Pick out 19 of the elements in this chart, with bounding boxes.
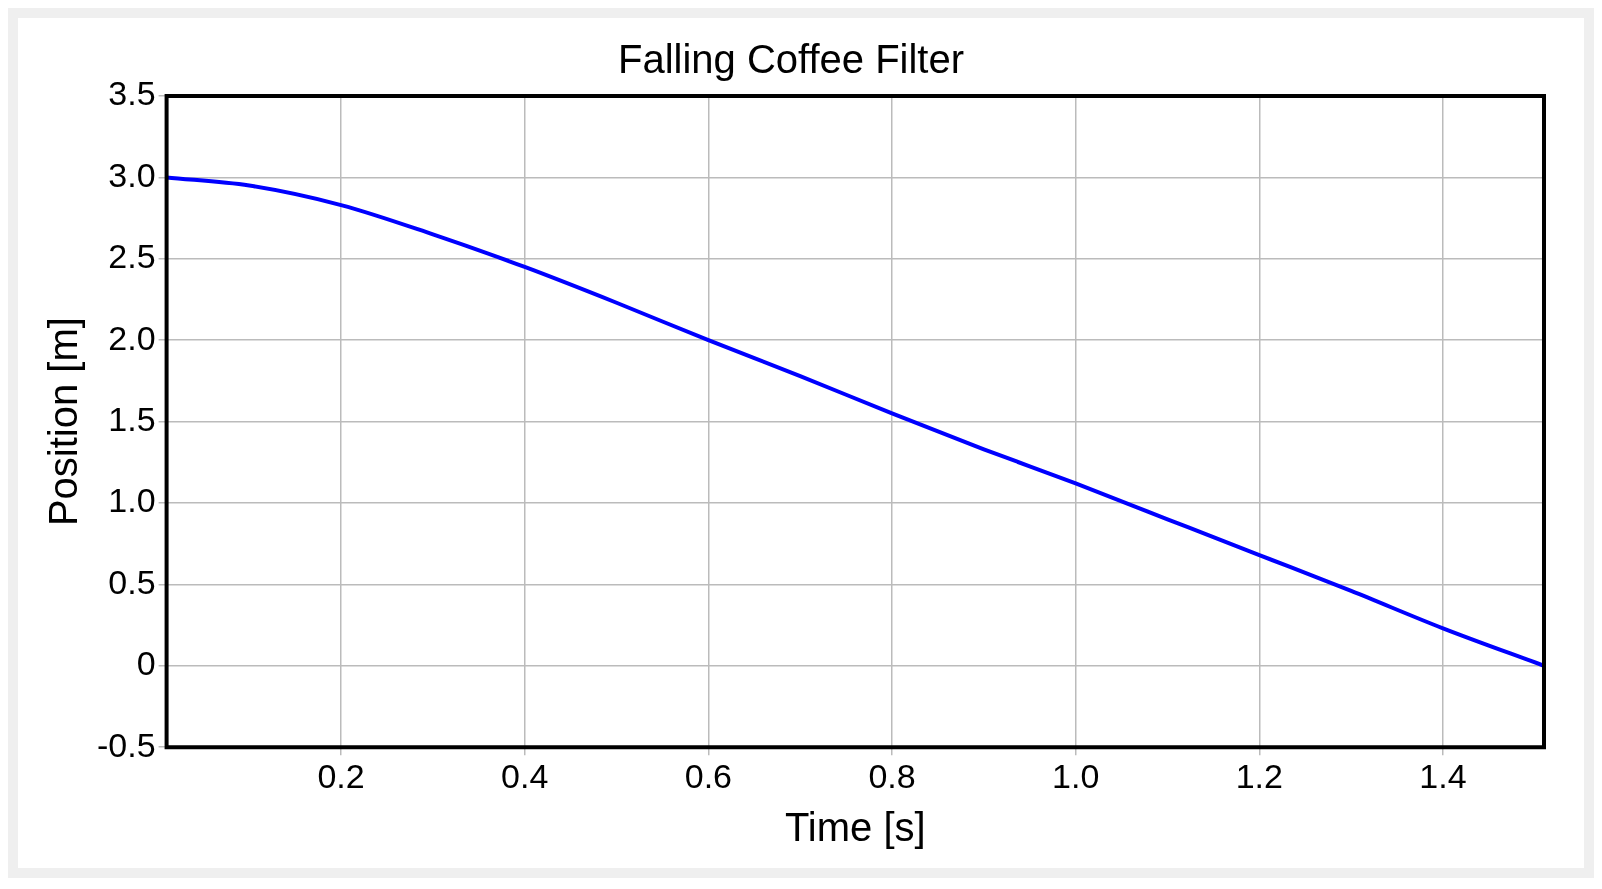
y-tick-label: 1.0 [108,481,156,520]
x-tick-label: 1.2 [1235,756,1283,795]
y-tick-label: 3.0 [108,155,156,194]
y-tick-label: 0 [136,644,156,683]
x-tick-label: 1.4 [1419,756,1467,795]
x-tick-label: 0.2 [317,756,365,795]
y-tick-label: 2.0 [108,318,156,357]
x-tick-label: 0.4 [501,756,549,795]
y-axis-title: Position [m] [41,317,86,527]
x-tick-label: 0.8 [868,756,916,795]
y-tick-label: 0.5 [108,562,156,601]
chart-title: Falling Coffee Filter [617,37,965,82]
x-tick-label: 0.6 [684,756,732,795]
x-tick-label: 1.0 [1052,756,1100,795]
y-tick-label: 3.5 [108,74,156,113]
y-tick-label: 2.5 [108,237,156,276]
y-tick-label: -0.5 [96,725,156,764]
x-axis-title: Time [s] [784,805,926,850]
y-tick-label: 1.5 [108,399,156,438]
